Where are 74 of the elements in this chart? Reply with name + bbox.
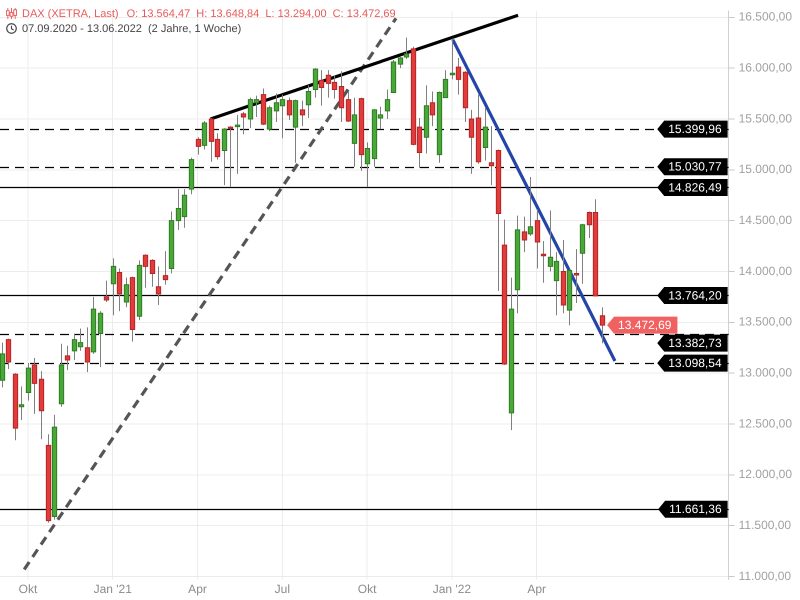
x-tick-label: Apr [527, 582, 546, 596]
candlestick [468, 109, 474, 174]
candlestick [196, 136, 202, 156]
candlestick [6, 338, 12, 370]
candlestick [104, 280, 110, 303]
ref-line-label: 13.098,54 [668, 356, 722, 370]
candlestick [600, 306, 606, 344]
text: 07.09.2020 - 13.06.2022 (2 Jahre, 1 Woche) [22, 23, 242, 36]
candlestick [156, 266, 162, 306]
candlestick [450, 38, 456, 80]
candlestick [124, 277, 130, 308]
ref-line-label: 13.764,20 [668, 288, 722, 302]
chart-title: DAX (XETRA, Last) [22, 8, 119, 20]
ref-line-label: 13.382,73 [668, 336, 722, 350]
candlestick [234, 114, 240, 174]
y-tick-label: 14.500,00 [738, 212, 792, 227]
y-tick-label: 13.500,00 [738, 314, 792, 329]
candlestick [456, 57, 462, 96]
y-tick-label: 15.500,00 [738, 111, 792, 126]
candlestick [110, 258, 116, 316]
candlestick [338, 70, 344, 123]
x-tick-label: Okt [358, 582, 378, 596]
candlestick [266, 105, 272, 132]
candlestick [482, 107, 488, 162]
candlestick [534, 208, 540, 269]
x-tick-label: Okt [18, 582, 38, 596]
candlestick [240, 111, 246, 135]
candlestick [430, 91, 436, 127]
x-tick-label: Jan '21 [94, 582, 132, 596]
candlestick [404, 37, 410, 60]
y-tick-label: 12.500,00 [738, 416, 792, 430]
annotation: O: 13.564,47 H: 13.648,84 L: 13.294,00 C: 13.472,69 [126, 8, 396, 20]
x-tick-label: Apr [188, 582, 207, 596]
candlestick [306, 84, 312, 118]
candlestick [488, 126, 494, 186]
candlestick [574, 248, 580, 304]
candlestick [528, 176, 534, 236]
ref-line-label: 14.826,49 [668, 180, 722, 194]
x-tick-label: Jan '22 [432, 582, 472, 596]
candlestick [150, 258, 156, 288]
candlestick [398, 56, 404, 69]
candlestick [84, 326, 90, 373]
candlestick [116, 268, 122, 312]
y-tick-label: 16.000,00 [738, 60, 792, 74]
y-tick-label: 15.000,00 [738, 162, 792, 176]
candlestick [384, 88, 390, 120]
candlestick [202, 120, 208, 150]
candlestick [162, 250, 168, 286]
candlestick [64, 345, 70, 371]
y-tick-label: 11.000,00 [738, 568, 792, 583]
candlestick [312, 68, 318, 98]
ref-line-label: 15.399,96 [668, 122, 722, 136]
candlestick [300, 100, 306, 127]
ref-line-label: 11.661,36 [669, 502, 722, 516]
x-tick-label: Jul [274, 582, 290, 596]
y-tick-label: 16.500,00 [738, 10, 792, 24]
candlestick [142, 254, 148, 288]
y-tick-label: 13.000,00 [738, 366, 792, 380]
candlestick [228, 126, 234, 188]
candlestick [32, 357, 38, 414]
y-tick-label: 14.000,00 [738, 264, 792, 278]
candlestick [18, 386, 24, 420]
candlestick [540, 240, 546, 284]
candlestick [318, 70, 324, 106]
candlestick [522, 216, 528, 253]
candlestick [346, 91, 352, 123]
candlestick [364, 142, 370, 188]
y-tick-label: 11.500,00 [738, 518, 792, 532]
candlestick [222, 128, 228, 186]
candlestick [286, 97, 292, 120]
y-tick-label: 12.000,00 [738, 467, 792, 482]
candlestick [98, 310, 104, 368]
annotation: 13.472,69 [618, 318, 672, 332]
ref-line-label: 15.030,77 [668, 160, 722, 174]
